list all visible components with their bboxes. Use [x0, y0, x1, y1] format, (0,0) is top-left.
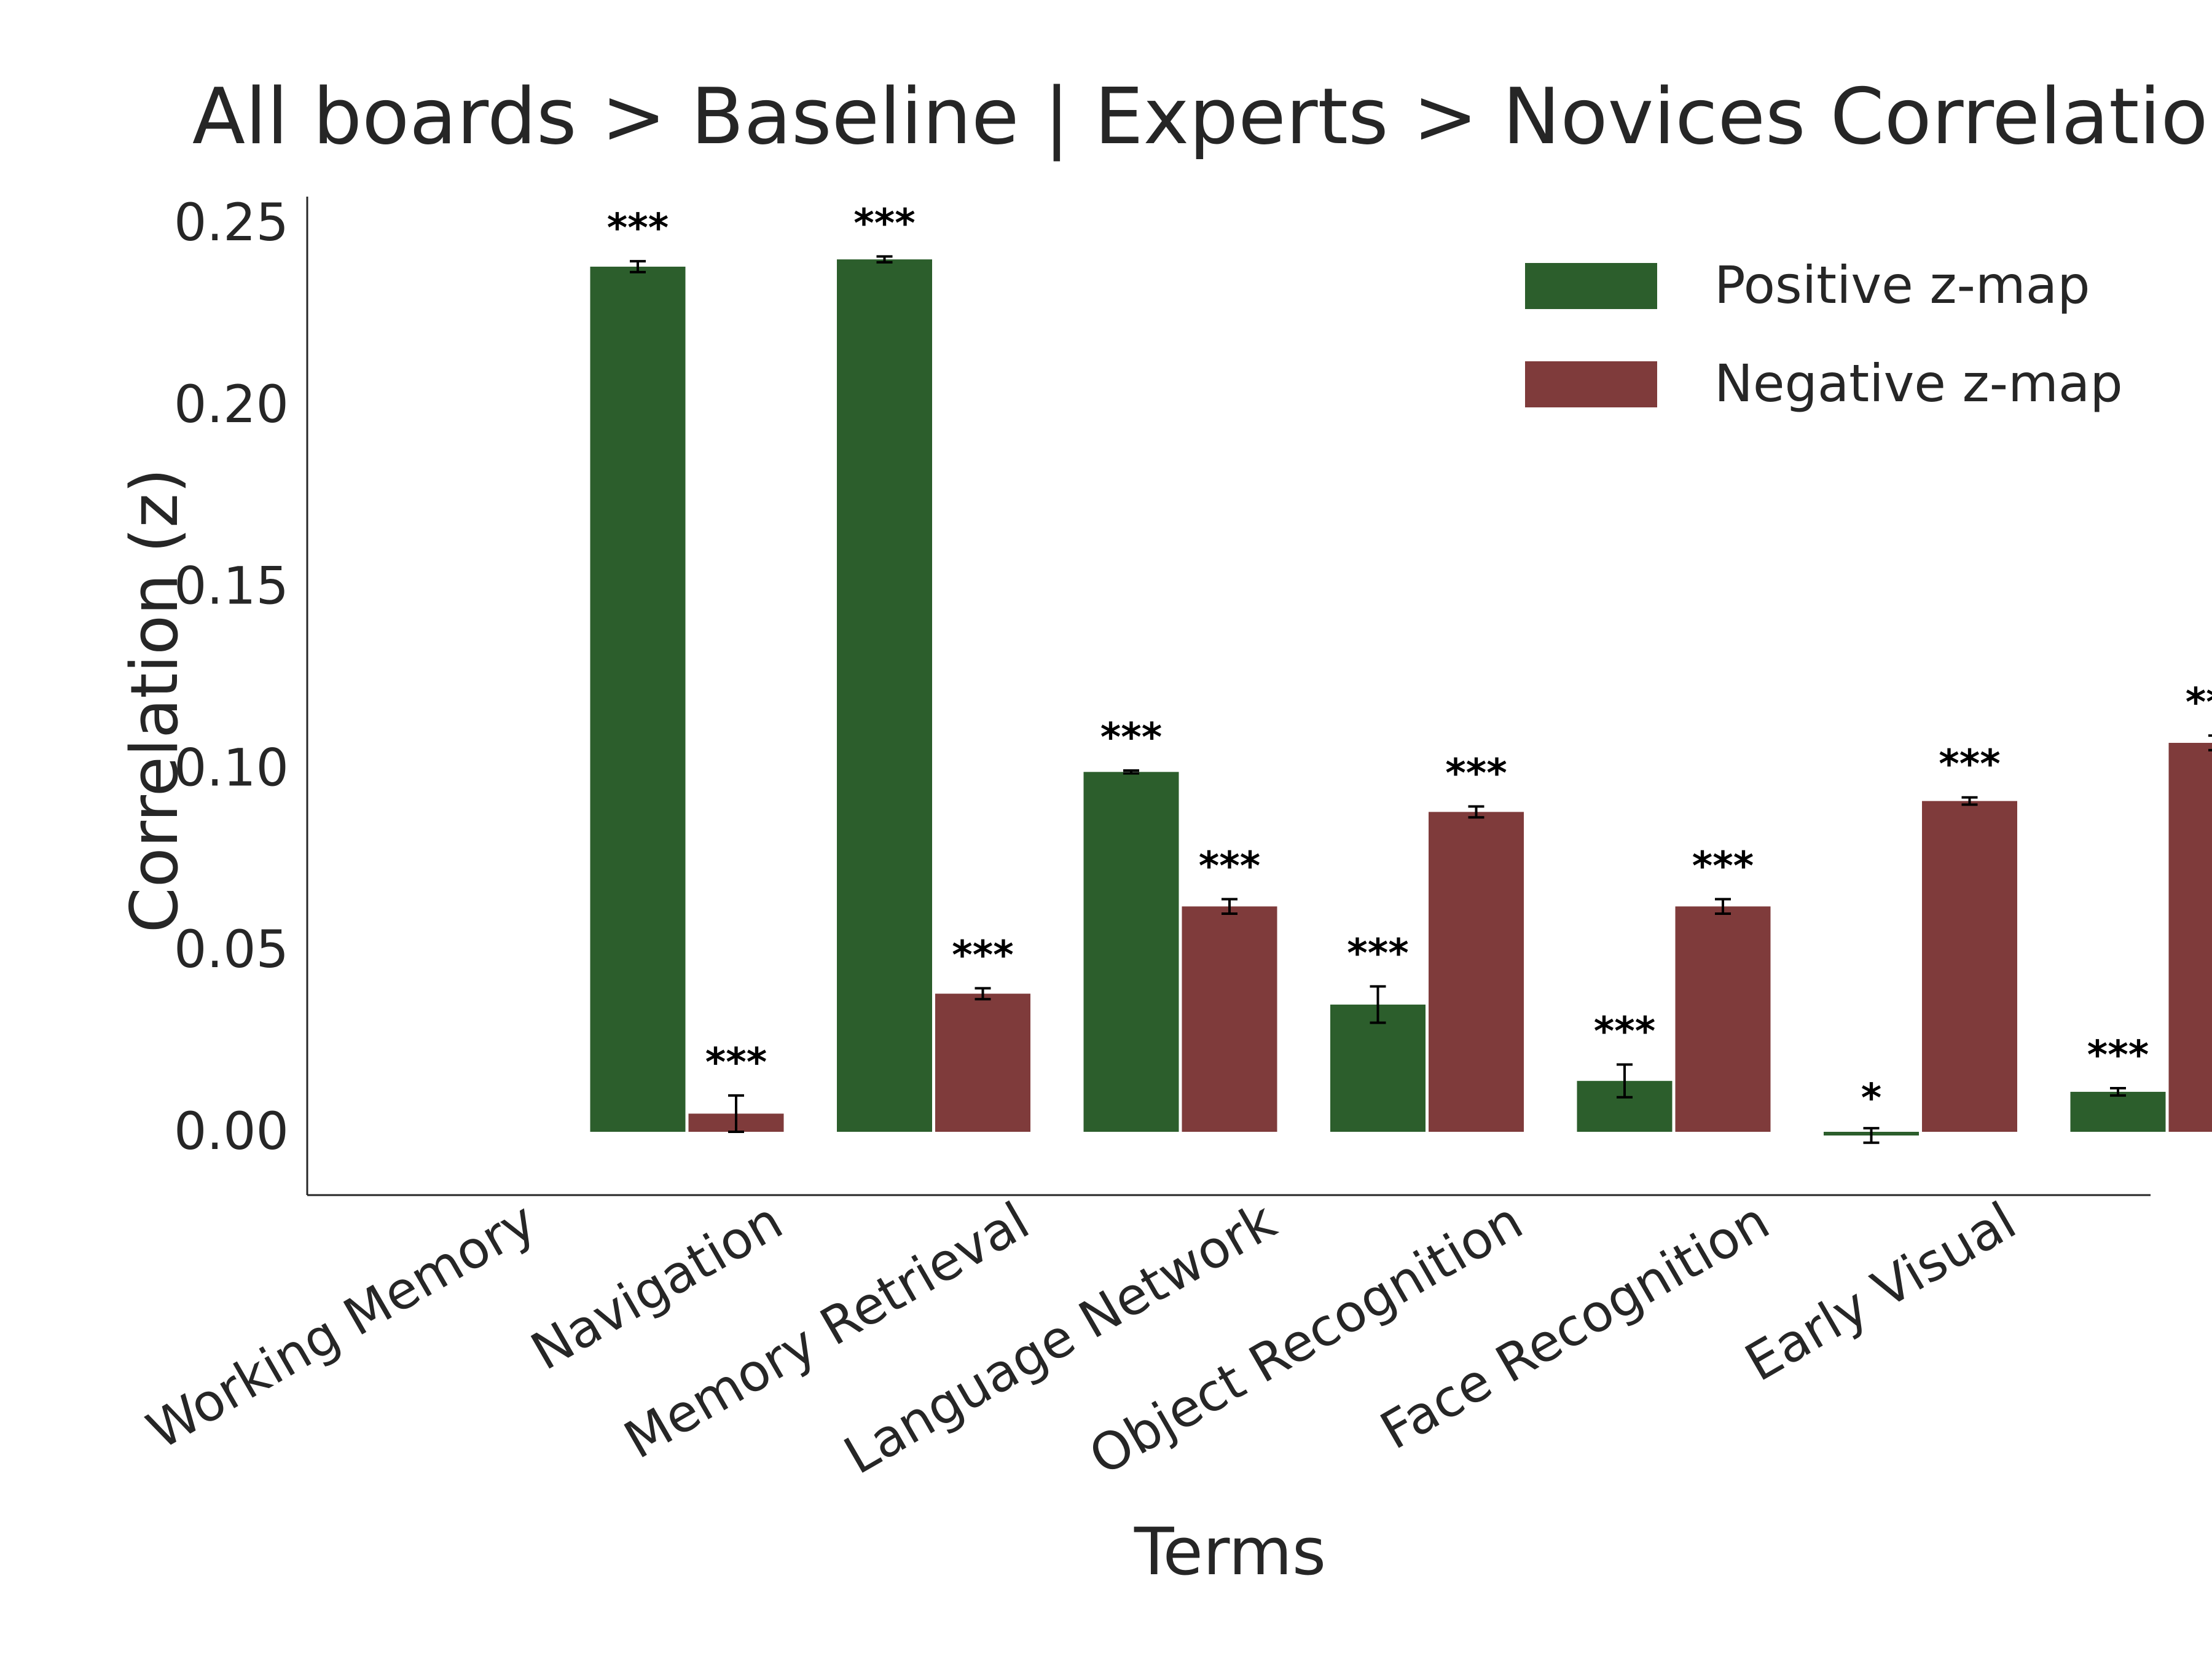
- significance-label: ***: [607, 206, 669, 251]
- x-tick-label: Object Recognition: [1080, 1190, 1532, 1486]
- significance-label: ***: [1347, 931, 1408, 976]
- legend-label: Negative z-map: [1714, 353, 2123, 414]
- y-ticks: 0.00 0.05 0.10 0.15 0.20 0.25: [174, 192, 289, 1161]
- bar-negative-2: [1182, 906, 1277, 1132]
- significance-label: ***: [1594, 1010, 1655, 1055]
- significance-label: ***: [1692, 844, 1754, 889]
- bar-positive-3: [1330, 1004, 1426, 1132]
- significance-label: ***: [1199, 844, 1260, 889]
- chart-title: All boards > Baseline | Experts > Novice…: [192, 71, 2212, 162]
- bar-negative-5: [1922, 801, 2017, 1132]
- significance-label: ***: [1939, 742, 2000, 788]
- legend-label: Positive z-map: [1714, 255, 2090, 315]
- significance-label: *: [1861, 1076, 1881, 1121]
- y-tick-label: 0.15: [174, 556, 289, 616]
- bar-negative-6: [2168, 742, 2212, 1132]
- x-tick-label: Memory Retrieval: [614, 1190, 1039, 1470]
- axes: [306, 197, 2151, 1196]
- legend-swatch: [1525, 263, 1657, 309]
- y-tick-label: 0.05: [174, 919, 289, 979]
- y-axis-label: Correlation (z): [117, 468, 192, 933]
- x-tick-label: Language Network: [834, 1190, 1286, 1486]
- y-tick-label: 0.00: [174, 1101, 289, 1161]
- bar-positive-6: [2070, 1091, 2166, 1132]
- y-tick-label: 0.25: [174, 192, 289, 253]
- bar-positive-1: [837, 259, 932, 1132]
- bars: ****************************************: [590, 201, 2212, 1144]
- bar-positive-2: [1083, 772, 1179, 1132]
- y-tick-label: 0.20: [174, 374, 289, 434]
- significance-label: ***: [952, 933, 1013, 978]
- significance-label: ***: [2186, 680, 2212, 726]
- x-tick-label: Working Memory: [137, 1190, 546, 1461]
- x-tick-label: Early Visual: [1735, 1190, 2026, 1393]
- significance-label: ***: [1445, 751, 1507, 797]
- bar-negative-3: [1429, 812, 1524, 1132]
- x-axis-label: Terms: [1134, 1514, 1326, 1590]
- bar-negative-1: [935, 994, 1030, 1132]
- bar-negative-4: [1675, 906, 1771, 1132]
- legend: Positive z-map Negative z-map: [1525, 255, 2123, 414]
- y-tick-label: 0.10: [174, 737, 289, 798]
- significance-label: ***: [705, 1040, 767, 1086]
- bar-positive-0: [590, 266, 686, 1132]
- significance-label: ***: [1100, 715, 1162, 761]
- significance-label: ***: [2087, 1033, 2149, 1078]
- legend-swatch: [1525, 361, 1657, 407]
- significance-label: ***: [853, 201, 915, 246]
